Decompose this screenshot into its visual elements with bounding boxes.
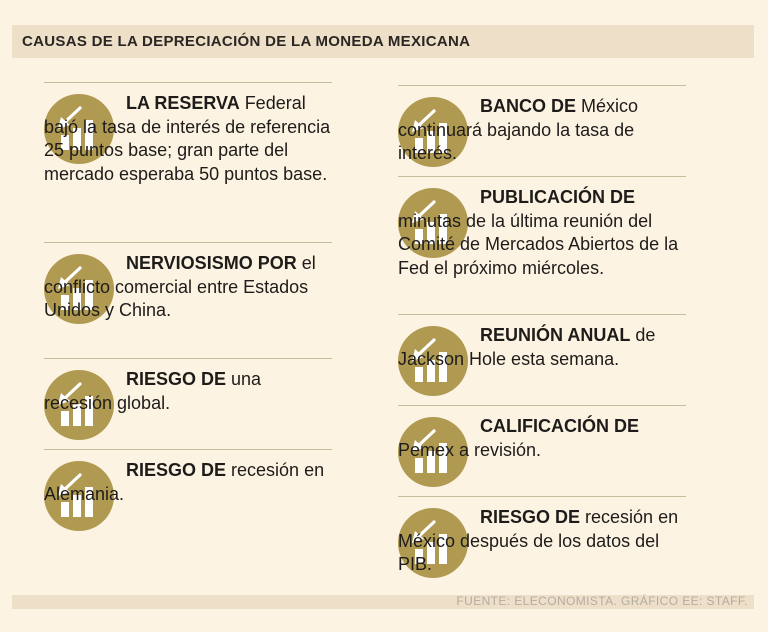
divider: [44, 82, 332, 83]
bar-chart-down-arrow-icon: [44, 94, 114, 164]
divider: [44, 242, 332, 243]
divider: [44, 358, 332, 359]
bar-chart-down-arrow-icon: [44, 370, 114, 440]
item-text: NERVIOSISMO POR el conflicto comercial e…: [44, 253, 316, 320]
bar-chart-down-arrow-icon: [44, 254, 114, 324]
page-title: CAUSAS DE LA DEPRECIACIÓN DE LA MONEDA M…: [22, 33, 471, 50]
divider: [44, 449, 332, 450]
item-text: BANCO DE México continuará bajando la ta…: [398, 96, 639, 163]
bar-chart-down-arrow-icon: [398, 417, 468, 487]
header-band: CAUSAS DE LA DEPRECIACIÓN DE LA MONEDA M…: [12, 25, 754, 58]
footer-band: FUENTE: ELECONOMISTA. GRÁFICO EE: STAFF.: [12, 594, 754, 609]
bar-chart-down-arrow-icon: [44, 461, 114, 531]
bar-chart-down-arrow-icon: [398, 508, 468, 578]
bar-chart-down-arrow-icon: [398, 188, 468, 258]
item-text: RIESGO DE recesión en México después de …: [398, 507, 679, 574]
bar-chart-down-arrow-icon: [398, 326, 468, 396]
item-text: REUNIÓN ANUAL de Jackson Hole esta seman…: [398, 325, 656, 369]
item-text: CALIFICACIÓN DE Pemex a revisión.: [398, 416, 639, 460]
divider: [398, 85, 686, 86]
item-text: LA RESERVA Federal bajó la tasa de inter…: [44, 93, 331, 184]
divider: [398, 314, 686, 315]
item-text: RIESGO DE recesión en Alemania.: [44, 460, 325, 504]
divider: [398, 405, 686, 406]
source-credit: FUENTE: ELECONOMISTA. GRÁFICO EE: STAFF.: [456, 594, 748, 608]
item-text: PUBLICACIÓN DE minutas de la última reun…: [398, 187, 679, 278]
bar-chart-down-arrow-icon: [398, 97, 468, 167]
item-text: RIESGO DE una recesión global.: [44, 369, 262, 413]
divider: [398, 176, 686, 177]
divider: [398, 496, 686, 497]
